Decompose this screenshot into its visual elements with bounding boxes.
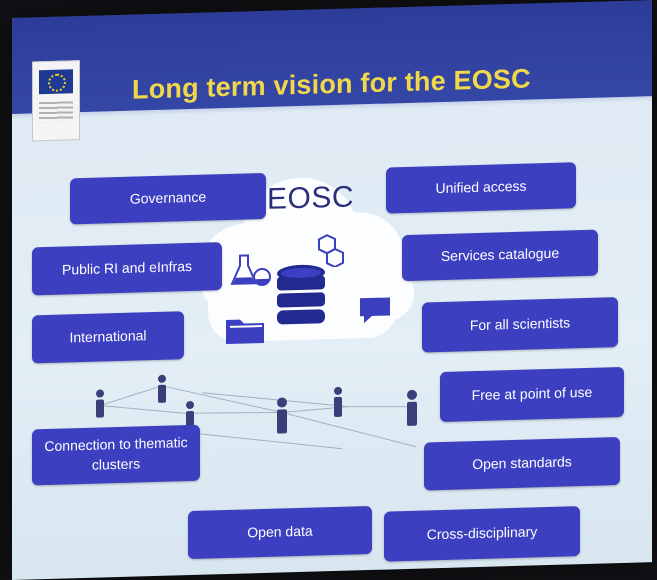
presentation-slide: Long term vision for the EOSC EOSC [12, 0, 652, 580]
box-governance: Governance [70, 172, 266, 225]
box-unified-access: Unified access [386, 162, 576, 214]
molecule-icon [318, 234, 344, 268]
box-cross-disciplinary: Cross-disciplinary [384, 506, 580, 562]
box-international: International [32, 311, 184, 364]
flask-icon [230, 254, 271, 287]
box-open-standards: Open standards [424, 437, 620, 491]
box-thematic-clusters: Connection to thematic clusters [32, 424, 200, 486]
chat-icon [360, 297, 390, 324]
box-public-ri: Public RI and eInfras [32, 242, 222, 296]
database-icon [277, 264, 325, 325]
box-free-at-point-of-use: Free at point of use [440, 366, 624, 423]
box-open-data: Open data [188, 505, 372, 560]
box-services-catalogue: Services catalogue [402, 229, 598, 282]
folder-icon [226, 319, 264, 345]
box-for-all-scientists: For all scientists [422, 297, 618, 353]
